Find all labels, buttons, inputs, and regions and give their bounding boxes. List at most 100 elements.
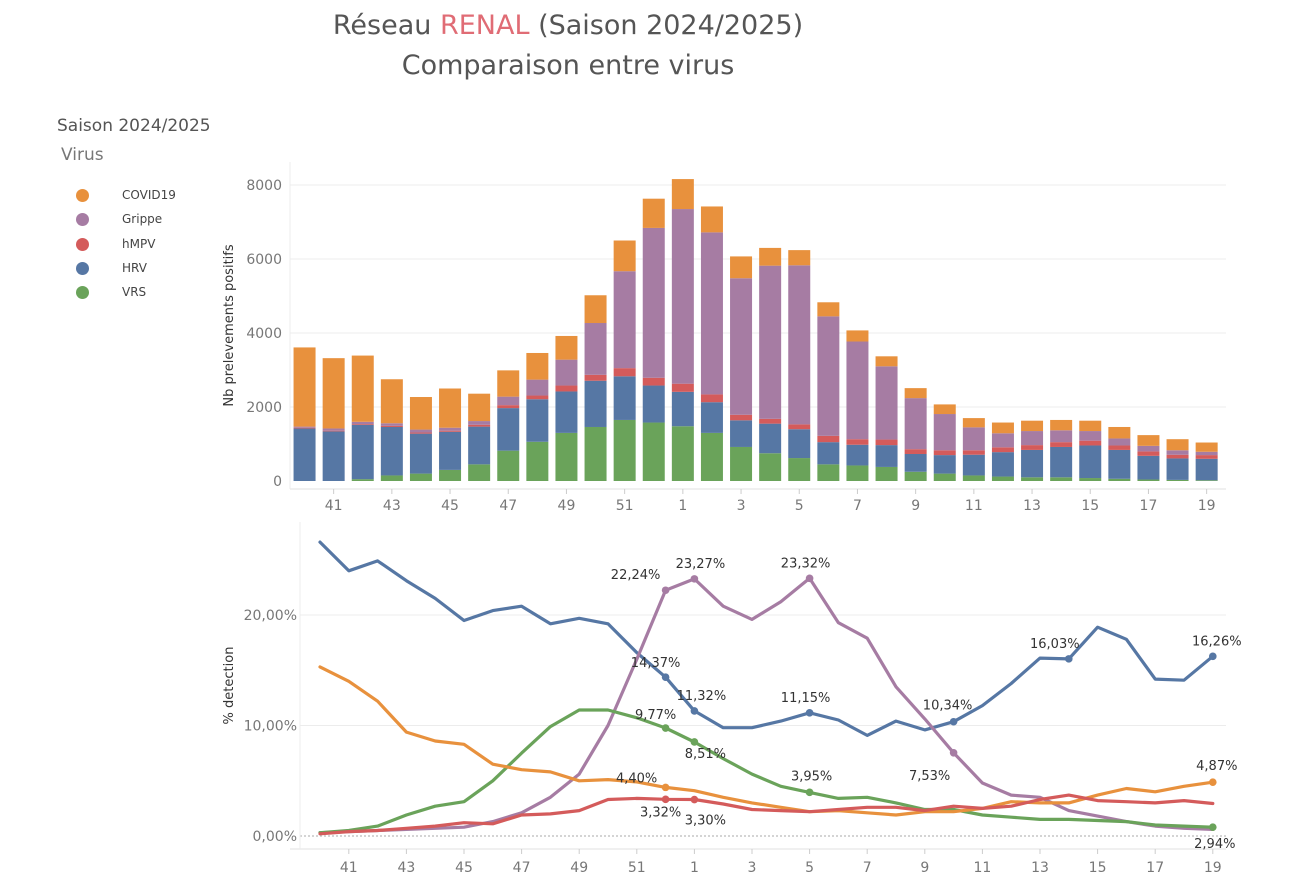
bar-grippe-week-4	[759, 265, 782, 419]
bar-hrv-week-6	[817, 442, 840, 465]
bar-hmpv-week-3	[730, 414, 753, 421]
bar-vrs-week-47	[497, 450, 520, 481]
bar-x-tick-label: 1	[678, 498, 687, 514]
bar-vrs-week-11	[962, 475, 985, 481]
bar-hrv-week-14	[1050, 446, 1073, 478]
bar-y-tick-label: 8000	[246, 178, 282, 194]
line-label-covid19-week-19: 4,87%	[1196, 759, 1237, 774]
line-series-hmpv	[318, 793, 1215, 836]
bar-grippe-week-40	[293, 426, 316, 428]
bar-grippe-week-51	[613, 271, 636, 369]
line-marker-hrv-week-19	[1209, 652, 1217, 661]
legend-label-grippe: Grippe	[122, 212, 163, 226]
bar-hrv-week-47	[497, 408, 520, 451]
bar-covid19-week-12	[991, 422, 1014, 434]
line-x-tick-label: 13	[1031, 860, 1049, 876]
bar-y-tick-label: 6000	[246, 252, 282, 268]
bar-hrv-week-40	[293, 428, 316, 481]
bar-hmpv-week-10	[933, 450, 956, 456]
bar-x-tick-label: 13	[1023, 498, 1041, 514]
line-y-tick-label: 0,00%	[253, 829, 297, 845]
bar-grippe-week-50	[584, 323, 607, 375]
bar-vrs-week-44	[409, 473, 432, 481]
title-accent: RENAL	[439, 10, 530, 41]
bar-x-tick-label: 45	[441, 498, 459, 514]
bar-covid19-week-46	[468, 393, 491, 422]
line-label-hmpv-week-1: 3,30%	[685, 814, 726, 829]
line-x-tick-label: 49	[570, 860, 588, 876]
bar-hrv-week-17	[1137, 455, 1160, 480]
line-y-tick-label: 10,00%	[244, 719, 297, 735]
bar-x-tick-label: 7	[853, 498, 862, 514]
bar-covid19-week-45	[439, 388, 462, 428]
line-series-vrs	[318, 708, 1215, 835]
bar-covid19-week-8	[875, 356, 898, 367]
bar-hmpv-week-5	[788, 424, 811, 430]
bar-covid19-week-18	[1166, 439, 1189, 451]
bar-vrs-week-8	[875, 466, 898, 481]
line-marker-grippe-week-5	[805, 574, 814, 583]
bar-vrs-week-43	[380, 475, 403, 481]
bar-hmpv-week-44	[409, 432, 432, 434]
bar-vrs-week-6	[817, 464, 840, 481]
bar-hmpv-week-6	[817, 435, 840, 443]
bar-grippe-week-16	[1108, 438, 1131, 446]
bar-covid19-week-11	[962, 418, 985, 428]
bar-covid19-week-19	[1195, 442, 1218, 452]
bar-hmpv-week-12	[991, 447, 1014, 453]
bar-grippe-week-47	[497, 396, 520, 406]
bar-vrs-week-14	[1050, 477, 1073, 481]
line-marker-vrs-week-5	[805, 788, 814, 797]
bar-vrs-week-7	[846, 465, 869, 481]
line-x-tick-label: 41	[340, 860, 358, 876]
line-marker-hrv-week-1	[690, 707, 699, 715]
bar-vrs-week-15	[1079, 478, 1102, 481]
bar-vrs-week-42	[351, 479, 374, 481]
bar-hrv-week-44	[409, 433, 432, 474]
bar-x-tick-label: 43	[383, 498, 401, 514]
bar-x-tick-label: 5	[795, 498, 804, 514]
bar-grippe-week-46	[468, 421, 491, 425]
bar-hrv-week-15	[1079, 445, 1102, 479]
line-label-grippe-week-10: 7,53%	[909, 769, 950, 784]
bar-vrs-week-48	[526, 441, 549, 481]
bar-grippe-week-44	[409, 429, 432, 433]
bar-vrs-week-10	[933, 473, 956, 481]
line-marker-hrv-week-5	[805, 708, 814, 717]
line-x-tick-label: 11	[973, 860, 991, 876]
bar-grippe-week-41	[322, 428, 345, 431]
bar-hrv-week-8	[875, 445, 898, 467]
bar-hmpv-week-7	[846, 439, 869, 445]
bar-vrs-week-4	[759, 453, 782, 481]
line-label-hrv-week-52: 14,37%	[631, 656, 681, 671]
bar-hrv-week-4	[759, 423, 782, 454]
bar-covid19-week-16	[1108, 426, 1131, 439]
line-x-tick-label: 17	[1146, 860, 1164, 876]
line-label-vrs-week-19: 2,94%	[1194, 837, 1235, 852]
bar-covid19-week-42	[351, 355, 374, 422]
bar-y-tick-label: 2000	[246, 400, 282, 416]
bar-hrv-week-16	[1108, 449, 1131, 479]
bar-x-tick-label: 3	[737, 498, 746, 514]
bar-chart: 0 2000 4000 6000 8000 Nb prelevements positif…	[222, 162, 1226, 514]
bar-x-tick-label: 47	[499, 498, 517, 514]
bar-hrv-week-46	[468, 426, 491, 465]
legend-dot-covid19	[76, 189, 89, 202]
bar-hmpv-week-19	[1195, 455, 1218, 459]
bar-hrv-week-52	[642, 385, 665, 423]
bar-hmpv-week-51	[613, 368, 636, 377]
bar-vrs-week-46	[468, 464, 491, 481]
legend-label-hmpv: hMPV	[122, 237, 156, 251]
bar-covid19-week-48	[526, 352, 549, 380]
line-label-vrs-week-5: 3,95%	[791, 769, 832, 784]
bar-covid19-week-17	[1137, 435, 1160, 446]
line-label-hrv-week-5: 11,15%	[781, 691, 831, 706]
bar-hrv-week-7	[846, 444, 869, 466]
line-label-hrv-week-1: 11,32%	[677, 689, 727, 704]
bar-grippe-week-11	[962, 427, 985, 451]
bar-grippe-week-49	[555, 359, 578, 386]
bar-y-tick-label: 4000	[246, 326, 282, 342]
line-marker-hrv-week-52	[661, 673, 670, 682]
bar-covid19-week-9	[904, 388, 927, 399]
line-label-grippe-week-1: 23,27%	[676, 557, 726, 572]
